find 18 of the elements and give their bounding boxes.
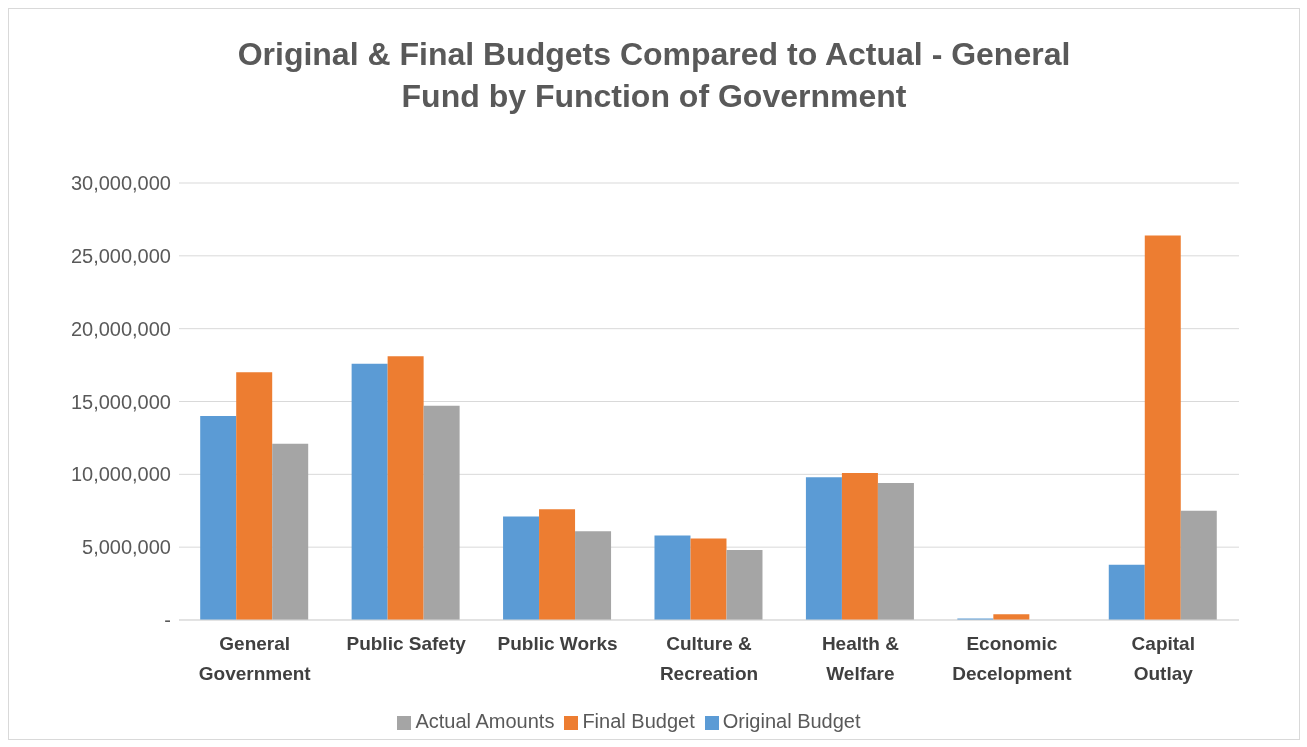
- y-tick-label: 5,000,000: [82, 536, 171, 559]
- y-tick-label: -: [164, 609, 171, 632]
- chart-title: Original & Final Budgets Compared to Actual - General Fund by Function of Government: [236, 35, 1072, 116]
- x-tick-label: Capital Outlay: [1131, 633, 1195, 684]
- x-tick-label: Culture & Recreation: [659, 633, 759, 684]
- y-tick-label: 30,000,000: [70, 172, 171, 195]
- x-tick-label: Health & Welfare: [821, 633, 900, 684]
- x-tick-label: Economic Decelopment: [952, 633, 1073, 684]
- x-tick-label: Public Safety: [346, 633, 467, 654]
- y-tick-label: 10,000,000: [70, 463, 171, 486]
- x-tick-label: Public Works: [497, 633, 618, 654]
- legend-label: Actual Amounts: [415, 710, 555, 732]
- y-tick-label: 15,000,000: [70, 390, 171, 413]
- y-tick-label: 25,000,000: [70, 244, 171, 267]
- y-tick-label: 20,000,000: [70, 317, 171, 340]
- legend-label: Original Budget: [722, 710, 861, 732]
- x-tick-label: General Government: [198, 633, 312, 684]
- legend-label: Final Budget: [582, 710, 695, 732]
